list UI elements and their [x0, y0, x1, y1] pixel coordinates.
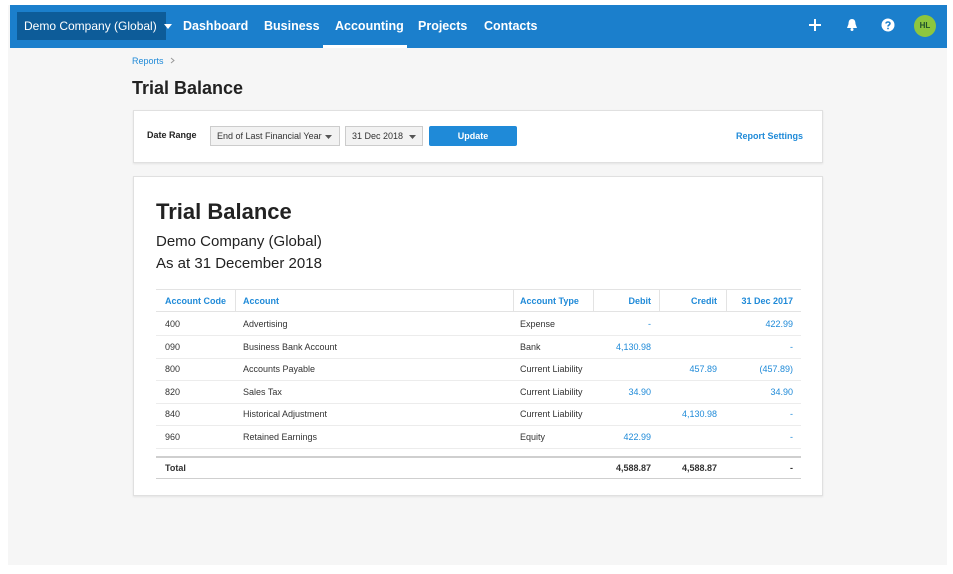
- amount-link[interactable]: -: [648, 319, 651, 329]
- row-divider: [156, 402, 801, 404]
- cell: Advertising: [243, 319, 288, 329]
- column-separator: [593, 289, 594, 312]
- cell: 090: [165, 341, 181, 352]
- report-title: Trial Balance: [156, 199, 292, 224]
- cell: Equity: [520, 431, 546, 442]
- org-name: Demo Company (Global): [24, 19, 157, 33]
- cell: Bank: [520, 341, 541, 352]
- breadcrumb[interactable]: Reports: [132, 56, 176, 66]
- row-divider: [156, 357, 801, 359]
- row-divider: [156, 335, 801, 336]
- amount-link[interactable]: 4,130.98: [615, 341, 651, 352]
- amount-link[interactable]: 457.89: [689, 364, 717, 374]
- period-select[interactable]: End of Last Financial Year: [210, 126, 340, 146]
- column-header[interactable]: Account Type: [520, 296, 579, 306]
- amount-link[interactable]: 4,130.98: [681, 409, 717, 419]
- org-switcher[interactable]: Demo Company (Global): [17, 12, 173, 40]
- cell: 800: [165, 364, 181, 374]
- cell: Sales Tax: [243, 386, 282, 397]
- caret: [409, 135, 416, 139]
- report-org: Demo Company (Global): [156, 233, 322, 250]
- cell: Current Liability: [520, 364, 583, 374]
- amount-link[interactable]: 34.90: [628, 386, 651, 397]
- amount-link[interactable]: -: [790, 431, 793, 442]
- amount-link[interactable]: 422.99: [765, 319, 793, 329]
- cell: Historical Adjustment: [243, 409, 328, 419]
- notifications-icon[interactable]: [846, 18, 858, 31]
- total-prior: -: [790, 463, 793, 473]
- total-border: [156, 456, 801, 458]
- nav-item[interactable]: Business: [264, 19, 320, 33]
- column-header[interactable]: Account: [243, 296, 279, 306]
- nav-item[interactable]: Projects: [418, 19, 468, 33]
- row-divider: [156, 447, 801, 449]
- row-divider: [156, 380, 801, 381]
- total-debit: 4,588.87: [615, 463, 651, 473]
- total-label: Total: [165, 463, 186, 473]
- table-header-bg: [156, 289, 801, 312]
- cell: 400: [165, 319, 181, 329]
- amount-link[interactable]: -: [790, 341, 793, 352]
- column-separator: [726, 289, 727, 312]
- cell: 840: [165, 409, 181, 419]
- amount-link[interactable]: 34.90: [770, 386, 793, 397]
- filter-label: Date Range: [147, 130, 197, 140]
- date-select[interactable]: 31 Dec 2018: [345, 126, 423, 146]
- report-date: As at 31 December 2018: [156, 255, 322, 272]
- cell: Business Bank Account: [243, 341, 338, 352]
- cell: Current Liability: [520, 409, 583, 419]
- total-credit: 4,588.87: [681, 463, 717, 473]
- amount-link[interactable]: (457.89): [759, 364, 793, 374]
- page-title: Trial Balance: [132, 78, 244, 98]
- nav-item[interactable]: Accounting: [335, 19, 404, 33]
- avatar[interactable]: HL: [914, 15, 936, 37]
- active-indicator: [323, 45, 407, 48]
- column-header[interactable]: Credit: [690, 296, 717, 306]
- help-icon[interactable]: [881, 18, 895, 32]
- cell: Accounts Payable: [243, 364, 316, 374]
- nav-item[interactable]: Contacts: [484, 19, 538, 33]
- cell: Expense: [520, 319, 556, 329]
- row-divider: [156, 425, 801, 426]
- period-value: End of Last Financial Year: [217, 131, 322, 141]
- column-header[interactable]: 31 Dec 2017: [741, 296, 793, 306]
- chevron: [170, 57, 175, 64]
- total-bottom: [156, 478, 801, 479]
- column-header[interactable]: Debit: [628, 296, 652, 306]
- cell: Current Liability: [520, 386, 583, 397]
- caret: [325, 135, 332, 139]
- cell: 820: [165, 386, 181, 397]
- cell: 960: [165, 431, 181, 442]
- column-separator: [235, 289, 236, 312]
- cell: Retained Earnings: [243, 431, 318, 442]
- date-value: 31 Dec 2018: [352, 131, 404, 141]
- amount-link[interactable]: 422.99: [623, 431, 651, 442]
- caret: [164, 24, 173, 29]
- breadcrumb-link[interactable]: Reports: [132, 56, 164, 66]
- column-header[interactable]: Account Code: [165, 296, 227, 306]
- amount-link[interactable]: -: [790, 409, 793, 419]
- column-separator: [659, 289, 660, 312]
- report-settings[interactable]: Report Settings: [735, 131, 803, 141]
- add-icon[interactable]: [808, 18, 822, 32]
- report-card: [133, 176, 823, 496]
- update-button[interactable]: Update: [429, 126, 517, 146]
- nav-item[interactable]: Dashboard: [183, 19, 249, 33]
- column-separator: [513, 289, 514, 312]
